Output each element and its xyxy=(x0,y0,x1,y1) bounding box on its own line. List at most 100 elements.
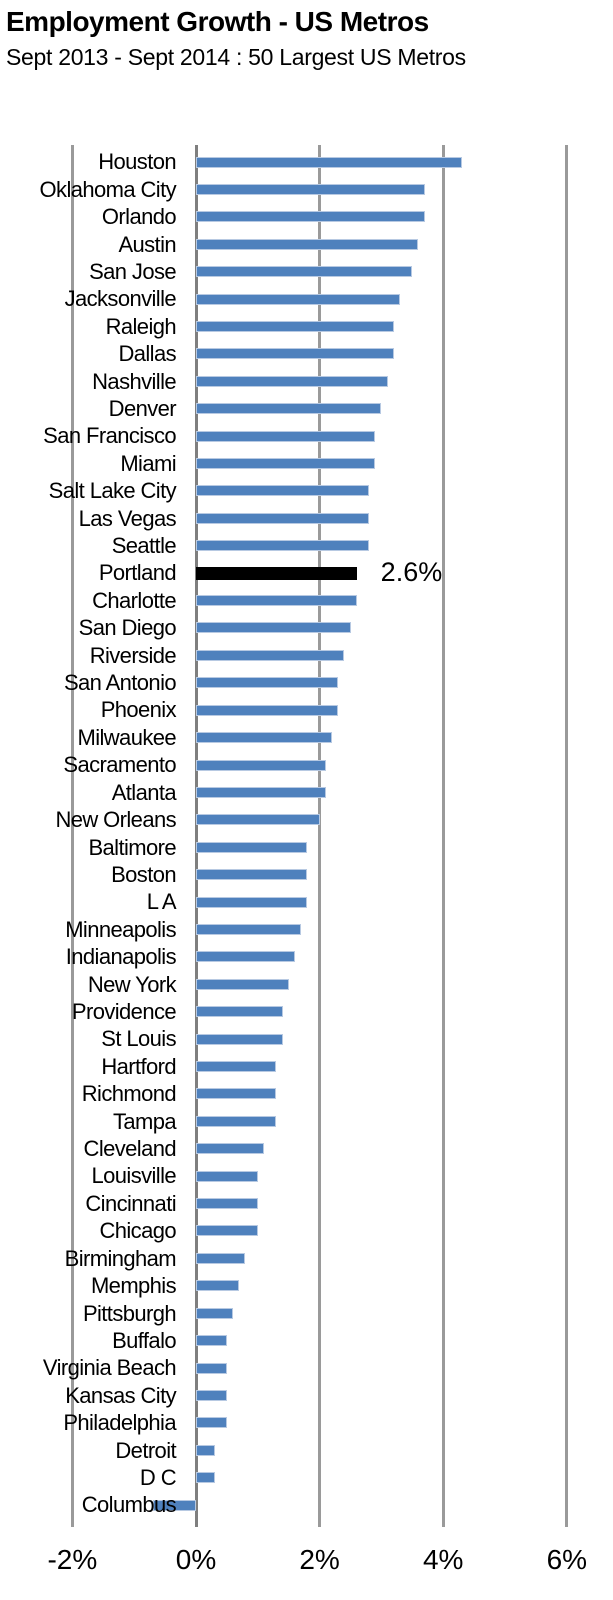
bar-san-francisco xyxy=(196,430,376,442)
bar-sacramento xyxy=(196,759,326,771)
category-label-raleigh: Raleigh xyxy=(105,313,177,339)
category-label-new-york: New York xyxy=(87,971,177,997)
bar-kansas-city xyxy=(196,1389,227,1401)
bar-birmingham xyxy=(196,1252,246,1264)
bar-hartford xyxy=(196,1061,277,1073)
bar-denver xyxy=(196,403,382,415)
category-label-seattle: Seattle xyxy=(111,533,177,559)
category-label-new-orleans: New Orleans xyxy=(55,807,176,833)
category-label-miami: Miami xyxy=(120,450,176,476)
category-label-minneapolis: Minneapolis xyxy=(65,916,176,942)
highlight-value-label: 2.6% xyxy=(380,557,443,588)
category-label-las-vegas: Las Vegas xyxy=(78,505,177,531)
category-label-houston: Houston xyxy=(98,149,176,175)
category-label-tampa: Tampa xyxy=(112,1108,177,1134)
category-label-louisville: Louisville xyxy=(91,1163,177,1189)
category-label-richmond: Richmond xyxy=(81,1081,177,1107)
bar-providence xyxy=(196,1006,283,1018)
category-label-phoenix: Phoenix xyxy=(100,697,177,723)
category-label-baltimore: Baltimore xyxy=(88,834,176,860)
category-label-l-a: L A xyxy=(146,889,177,915)
bar-new-orleans xyxy=(196,814,320,826)
bar-portland xyxy=(196,566,357,580)
gridline-6% xyxy=(565,145,569,1527)
category-label-buffalo: Buffalo xyxy=(112,1327,177,1353)
category-label-orlando: Orlando xyxy=(101,204,177,230)
bar-riverside xyxy=(196,649,345,661)
category-label-virginia-beach: Virginia Beach xyxy=(42,1355,177,1381)
gridline-4% xyxy=(441,145,445,1527)
bar-d-c xyxy=(196,1472,215,1484)
x-axis-tick--2-: -2% xyxy=(47,1544,98,1575)
category-label-philadelphia: Philadelphia xyxy=(63,1410,176,1436)
bar-st-louis xyxy=(196,1033,283,1045)
category-label-chicago: Chicago xyxy=(99,1218,176,1244)
bar-orlando xyxy=(196,211,425,223)
category-label-oklahoma-city: Oklahoma City xyxy=(39,176,177,202)
category-label-st-louis: St Louis xyxy=(101,1026,176,1052)
bar-dallas xyxy=(196,348,394,360)
bar-detroit xyxy=(196,1444,215,1456)
axis-zero-line xyxy=(194,145,198,1527)
category-label-jacksonville: Jacksonville xyxy=(64,286,177,312)
gridline-2% xyxy=(318,145,322,1527)
x-axis-tick-2-: 2% xyxy=(299,1544,340,1575)
category-label-pittsburgh: Pittsburgh xyxy=(82,1300,177,1326)
category-label-charlotte: Charlotte xyxy=(92,587,176,613)
bar-virginia-beach xyxy=(196,1362,227,1374)
bar-milwaukee xyxy=(196,732,332,744)
bar-pittsburgh xyxy=(196,1307,234,1319)
category-label-atlanta: Atlanta xyxy=(111,779,177,805)
category-label-cleveland: Cleveland xyxy=(83,1136,177,1162)
bar-raleigh xyxy=(196,320,394,332)
bar-seattle xyxy=(196,540,370,552)
bar-columbus xyxy=(152,1499,196,1511)
bar-austin xyxy=(196,238,419,250)
bar-louisville xyxy=(196,1170,258,1182)
category-label-memphis: Memphis xyxy=(90,1273,177,1299)
bar-jacksonville xyxy=(196,293,400,305)
bar-boston xyxy=(196,869,308,881)
bar-memphis xyxy=(196,1280,240,1292)
bar-tampa xyxy=(196,1115,277,1127)
bar-cleveland xyxy=(196,1143,264,1155)
bar-salt-lake-city xyxy=(196,485,370,497)
bar-philadelphia xyxy=(196,1417,227,1429)
chart-subtitle: Sept 2013 - Sept 2014 : 50 Largest US Me… xyxy=(6,44,466,70)
category-label-san-jose: San Jose xyxy=(89,258,177,284)
bar-oklahoma-city xyxy=(196,183,425,195)
bar-san-antonio xyxy=(196,677,339,689)
category-label-providence: Providence xyxy=(71,999,177,1024)
chart-title: Employment Growth - US Metros xyxy=(6,6,429,37)
category-label-d-c: D C xyxy=(139,1464,177,1490)
bar-san-diego xyxy=(196,622,351,634)
category-label-denver: Denver xyxy=(108,395,177,421)
category-label-birmingham: Birmingham xyxy=(64,1245,177,1271)
x-axis-tick-6-: 6% xyxy=(546,1544,588,1575)
bar-san-jose xyxy=(196,266,413,278)
bar-indianapolis xyxy=(196,951,295,963)
bar-las-vegas xyxy=(196,512,370,524)
category-label-cincinnati: Cincinnati xyxy=(85,1190,176,1216)
category-label-nashville: Nashville xyxy=(92,368,176,394)
gridline--2% xyxy=(70,145,74,1527)
bar-l-a xyxy=(196,896,308,908)
category-label-salt-lake-city: Salt Lake City xyxy=(48,478,177,504)
category-label-kansas-city: Kansas City xyxy=(65,1382,176,1408)
category-label-sacramento: Sacramento xyxy=(63,752,176,778)
category-label-austin: Austin xyxy=(118,231,176,257)
bar-miami xyxy=(196,458,376,469)
x-axis-tick-0-: 0% xyxy=(175,1544,217,1575)
bar-minneapolis xyxy=(196,923,302,935)
bar-new-york xyxy=(196,978,289,990)
category-label-milwaukee: Milwaukee xyxy=(77,724,176,750)
category-label-san-antonio: San Antonio xyxy=(63,670,177,696)
category-label-detroit: Detroit xyxy=(115,1437,176,1463)
bar-chicago xyxy=(196,1225,258,1237)
category-label-san-francisco: San Francisco xyxy=(43,423,176,449)
bar-baltimore xyxy=(196,841,308,853)
bar-nashville xyxy=(196,375,388,387)
category-label-indianapolis: Indianapolis xyxy=(65,944,177,970)
bar-phoenix xyxy=(196,704,339,716)
